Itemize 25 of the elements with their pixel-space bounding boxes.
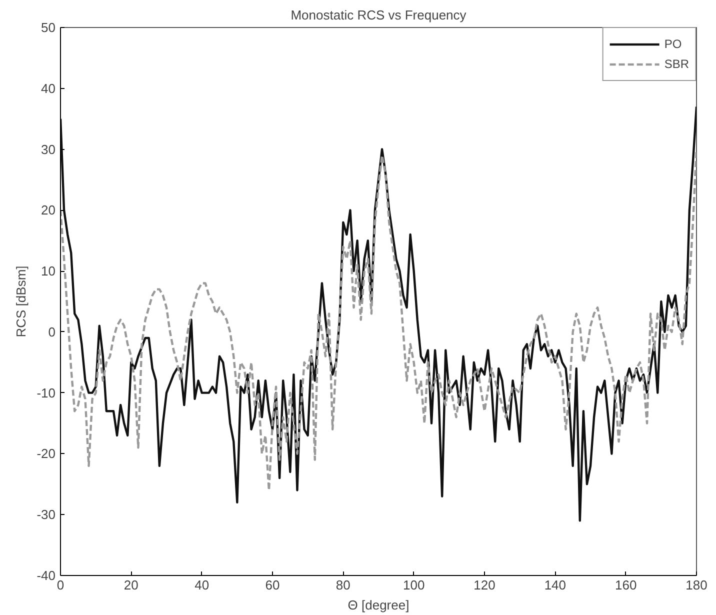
line-series [60,106,696,522]
x-tick-label: 20 [124,578,138,592]
x-tick-label: 100 [402,578,425,592]
y-tick-label: 40 [41,80,56,96]
y-tick-label: 30 [41,142,56,157]
y-tick-label: -30 [36,507,56,522]
x-tick-label: 160 [614,578,637,592]
x-tick-label: 40 [194,578,210,592]
x-tick-label: 140 [544,578,566,592]
y-tick-label: 10 [41,264,56,279]
y-tick-label: -10 [36,385,56,400]
y-tick-label: -40 [36,568,56,583]
x-tick-label: 120 [474,578,496,592]
y-tick-label: -20 [36,446,56,462]
legend-label: PO [664,37,683,51]
x-tick-label: 60 [265,578,280,592]
chart-title: Monostatic RCS vs Frequency [290,8,467,22]
x-axis-title: Θ [degree] [348,598,410,612]
y-tick-label: 20 [41,202,56,218]
y-axis-title: RCS [dBsm] [14,266,29,338]
legend-label: SBR [664,57,689,71]
x-tick-label: 180 [686,578,708,592]
y-tick-label: 50 [41,20,56,35]
y-tick-label: 0 [48,324,56,340]
x-tick-label: 80 [336,578,350,592]
